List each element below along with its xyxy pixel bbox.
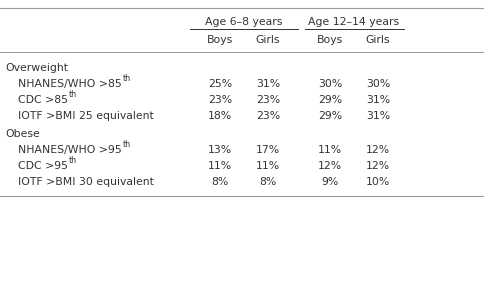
Text: 29%: 29%: [318, 95, 342, 105]
Text: th: th: [69, 90, 77, 99]
Text: th: th: [123, 140, 131, 149]
Text: th: th: [123, 74, 131, 83]
Text: Age 6–8 years: Age 6–8 years: [205, 17, 283, 27]
Text: 29%: 29%: [318, 111, 342, 121]
Text: 23%: 23%: [256, 111, 280, 121]
Text: 8%: 8%: [212, 177, 228, 187]
Text: Obese: Obese: [5, 129, 40, 139]
Text: 12%: 12%: [366, 161, 390, 171]
Text: 31%: 31%: [256, 79, 280, 89]
Text: 23%: 23%: [256, 95, 280, 105]
Text: IOTF >BMI 25 equivalent: IOTF >BMI 25 equivalent: [18, 111, 154, 121]
Text: 10%: 10%: [366, 177, 390, 187]
Text: NHANES/WHO >95: NHANES/WHO >95: [18, 145, 122, 155]
Text: Overweight: Overweight: [5, 63, 68, 73]
Text: 23%: 23%: [208, 95, 232, 105]
Text: Girls: Girls: [256, 35, 280, 45]
Text: 9%: 9%: [321, 177, 339, 187]
Text: Age 12–14 years: Age 12–14 years: [308, 17, 400, 27]
Text: Girls: Girls: [366, 35, 390, 45]
Text: 25%: 25%: [208, 79, 232, 89]
Text: 30%: 30%: [366, 79, 390, 89]
Text: 30%: 30%: [318, 79, 342, 89]
Text: Boys: Boys: [317, 35, 343, 45]
Text: 11%: 11%: [318, 145, 342, 155]
Text: IOTF >BMI 30 equivalent: IOTF >BMI 30 equivalent: [18, 177, 154, 187]
Text: 8%: 8%: [259, 177, 277, 187]
Text: CDC >85: CDC >85: [18, 95, 68, 105]
Text: 31%: 31%: [366, 95, 390, 105]
Text: 11%: 11%: [256, 161, 280, 171]
Text: 18%: 18%: [208, 111, 232, 121]
Text: 13%: 13%: [208, 145, 232, 155]
Text: th: th: [69, 156, 77, 165]
Text: 11%: 11%: [208, 161, 232, 171]
Text: CDC >95: CDC >95: [18, 161, 68, 171]
Text: 12%: 12%: [318, 161, 342, 171]
Text: 17%: 17%: [256, 145, 280, 155]
Text: 12%: 12%: [366, 145, 390, 155]
Text: Boys: Boys: [207, 35, 233, 45]
Text: 31%: 31%: [366, 111, 390, 121]
Text: NHANES/WHO >85: NHANES/WHO >85: [18, 79, 122, 89]
